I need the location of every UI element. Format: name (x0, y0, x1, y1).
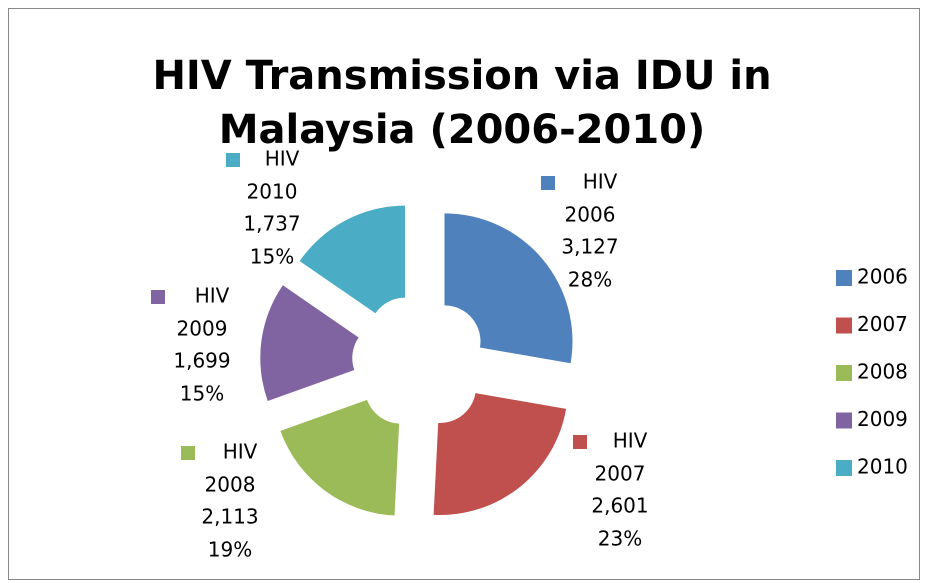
data-label-series: HIV (223, 440, 258, 464)
chart-title: Malaysia (2006-2010) (219, 107, 706, 153)
data-label-value: 1,699 (173, 349, 230, 373)
legend-swatch (836, 270, 852, 286)
data-label-value: 3,127 (561, 235, 618, 259)
label-key (151, 290, 165, 304)
slice (433, 393, 567, 515)
data-label-series: HIV (265, 147, 300, 171)
legend-label: 2008 (857, 360, 908, 384)
data-label-percent: 15% (180, 382, 224, 406)
label-key (541, 176, 555, 190)
label-key (573, 435, 587, 449)
data-label-series: HIV (583, 170, 618, 194)
data-label-series: HIV (195, 284, 230, 308)
slice (280, 399, 400, 516)
data-label-percent: 23% (598, 527, 642, 551)
legend-swatch (836, 460, 852, 476)
label-key (226, 153, 240, 167)
legend-label: 2009 (857, 407, 908, 431)
legend-swatch (836, 365, 852, 381)
legend-label: 2010 (857, 455, 908, 479)
legend-swatch (836, 412, 852, 429)
data-label-value: 2,601 (591, 494, 648, 518)
slice (444, 213, 573, 364)
data-label-category: 2007 (595, 462, 646, 486)
legend-label: 2007 (857, 312, 908, 336)
data-label-value: 2,113 (201, 505, 258, 529)
legend-label: 2006 (857, 265, 908, 289)
legend-swatch (836, 317, 852, 334)
data-label-percent: 15% (250, 245, 294, 269)
chart-title: HIV Transmission via IDU in (152, 53, 771, 99)
data-label-percent: 19% (208, 538, 252, 562)
data-label-percent: 28% (568, 268, 612, 292)
data-label-value: 1,737 (243, 212, 300, 236)
data-label-category: 2008 (205, 473, 256, 497)
data-label-series: HIV (613, 429, 648, 453)
data-label-category: 2010 (247, 180, 298, 204)
slice (299, 205, 406, 314)
data-label-category: 2009 (177, 317, 228, 341)
data-label-category: 2006 (565, 203, 616, 227)
label-key (181, 446, 195, 460)
slice (260, 285, 359, 401)
